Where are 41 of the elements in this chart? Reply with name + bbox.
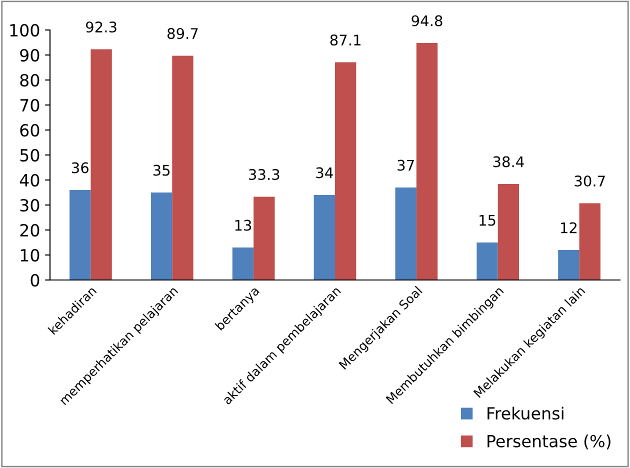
y-tick-label: 0 [30, 274, 40, 287]
y-tick-label: 80 [20, 74, 40, 87]
y-tick-label: 20 [20, 224, 40, 237]
bar [476, 242, 498, 280]
bar [90, 49, 112, 280]
y-tick-label: 40 [20, 174, 40, 187]
bar [254, 196, 275, 280]
data-label: 37 [398, 160, 414, 171]
data-label: 15 [480, 214, 496, 226]
y-tick-label: 70 [20, 98, 40, 112]
bar [335, 62, 356, 280]
bar [232, 248, 254, 280]
data-label: 13 [235, 220, 252, 231]
y-tick-label: 100 [10, 24, 40, 37]
data-label: 89.7 [167, 28, 198, 40]
legend-label: Frekuensi [488, 406, 564, 420]
bar [498, 184, 520, 280]
data-label: 36 [72, 162, 88, 174]
data-label: 38.4 [493, 156, 524, 168]
data-label: 34 [316, 167, 333, 178]
y-tick-label: 30 [20, 198, 40, 212]
data-label: 33.3 [249, 169, 280, 180]
bar [558, 250, 580, 280]
data-label: 92.3 [86, 22, 116, 33]
data-label: 87.1 [330, 34, 360, 46]
bar [314, 195, 335, 280]
y-tick-label: 60 [20, 124, 40, 137]
data-label: 30.7 [574, 176, 605, 187]
bar [579, 203, 600, 280]
bar [172, 56, 194, 280]
y-tick-label: 90 [20, 48, 40, 62]
legend-label: Persentase (%) [488, 434, 610, 450]
bar [70, 190, 91, 280]
data-label: 94.8 [412, 15, 442, 26]
bar [395, 188, 416, 280]
y-tick-label: 10 [20, 248, 40, 262]
data-label: 12 [561, 222, 577, 234]
bar [150, 192, 172, 280]
bar [416, 43, 438, 280]
data-label: 35 [153, 164, 170, 176]
y-tick-label: 50 [20, 148, 40, 162]
